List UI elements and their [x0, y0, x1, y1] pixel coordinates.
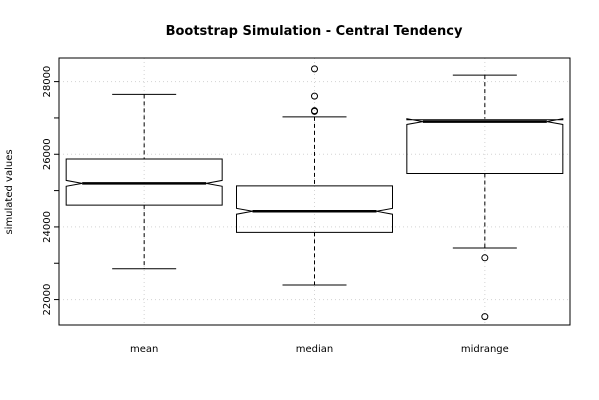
- y-tick-label: 28000: [42, 66, 53, 98]
- x-tick-label: midrange: [461, 344, 509, 355]
- outlier-point: [311, 65, 318, 73]
- notched-box: [406, 118, 564, 175]
- outlier-point: [481, 254, 489, 262]
- chart-title: Bootstrap Simulation - Central Tendency: [166, 24, 463, 39]
- box-mean: [65, 93, 223, 270]
- y-tick-label: 26000: [42, 138, 53, 170]
- outlier-point: [311, 107, 318, 115]
- plot-frame: [58, 57, 571, 326]
- notched-box: [236, 185, 393, 233]
- x-tick-label: mean: [130, 344, 158, 355]
- y-axis-label: simulated values: [4, 149, 15, 234]
- x-axis-labels: mean median midrange: [130, 344, 509, 355]
- box-group: [65, 65, 564, 321]
- box-midrange: [406, 74, 564, 321]
- x-tick-label: median: [296, 344, 334, 355]
- box-median: [236, 65, 393, 286]
- notched-box: [65, 158, 223, 206]
- y-axis: 22000 24000 26000 28000: [42, 66, 59, 316]
- outlier-point: [311, 92, 318, 100]
- y-tick-label: 24000: [42, 211, 53, 243]
- outlier-point: [481, 313, 489, 321]
- y-tick-label: 22000: [42, 284, 53, 316]
